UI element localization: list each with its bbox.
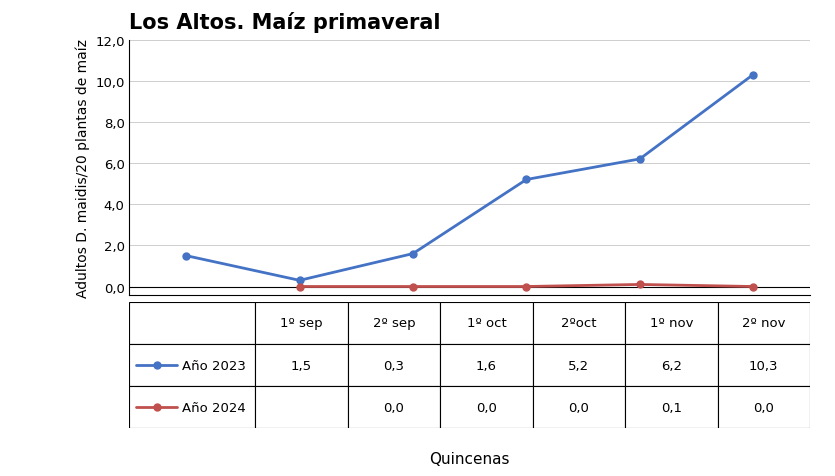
Año 2023 [635,157,645,162]
Text: 0,0: 0,0 [753,401,774,414]
Año 2024 [295,284,305,290]
Bar [625,387,717,428]
Bar [347,344,440,387]
Bar [440,302,533,344]
Text: 0,3: 0,3 [383,359,404,372]
Bar [347,302,440,344]
Bar [129,302,256,344]
Bar [347,387,440,428]
Bar [717,344,810,387]
Bar [129,387,256,428]
Text: Quincenas: Quincenas [429,452,510,466]
Y-axis label: Adultos D. maidis/20 plantas de maíz: Adultos D. maidis/20 plantas de maíz [75,39,89,297]
Text: 2º nov: 2º nov [742,317,786,330]
Año 2024 [635,282,645,288]
Año 2023 [521,177,531,183]
Text: Los Altos. Maíz primaveral: Los Altos. Maíz primaveral [129,12,441,33]
Año 2023 [408,251,418,257]
Bar [717,302,810,344]
Bar [256,302,347,344]
Text: 0,0: 0,0 [569,401,590,414]
Bar [440,387,533,428]
Text: 10,3: 10,3 [749,359,778,372]
Text: Año 2024: Año 2024 [182,401,246,414]
Text: 1,5: 1,5 [291,359,312,372]
Text: 2º sep: 2º sep [372,317,415,330]
Text: 6,2: 6,2 [660,359,682,372]
Año 2023 [295,278,305,284]
Bar [533,387,625,428]
Text: 1º sep: 1º sep [281,317,323,330]
Año 2023 [181,253,191,259]
Text: Año 2023: Año 2023 [182,359,246,372]
Bar [129,344,256,387]
Line: Año 2023: Año 2023 [183,72,757,284]
Line: Año 2024: Año 2024 [296,281,757,290]
Año 2024 [408,284,418,290]
Bar [717,387,810,428]
Bar [440,344,533,387]
Bar [256,387,347,428]
Bar [625,302,717,344]
Año 2024 [748,284,758,290]
Text: 1,6: 1,6 [476,359,497,372]
Text: 0,1: 0,1 [660,401,682,414]
Bar [625,344,717,387]
Text: 1º nov: 1º nov [650,317,693,330]
Bar [533,302,625,344]
Text: 2ºoct: 2ºoct [561,317,596,330]
Text: 0,0: 0,0 [383,401,404,414]
Text: 5,2: 5,2 [569,359,590,372]
Text: 1º oct: 1º oct [467,317,506,330]
Bar [256,344,347,387]
Año 2024 [521,284,531,290]
Año 2023 [748,72,758,78]
Bar [533,344,625,387]
Text: 0,0: 0,0 [476,401,497,414]
